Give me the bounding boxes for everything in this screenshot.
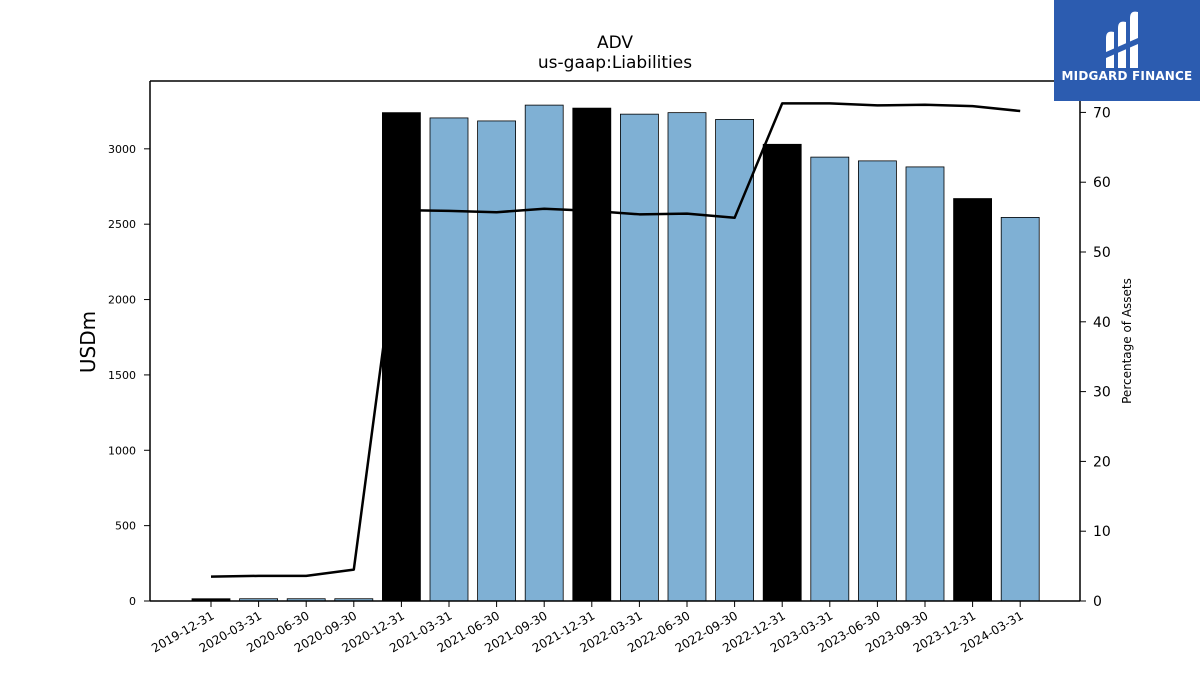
bar [1000,217,1040,602]
series-line [210,102,1021,578]
logo-icon [1106,11,1138,69]
bar [572,107,612,602]
y2-tick-label: 40 [1093,315,1111,331]
y-axis-label: USDm [76,311,100,373]
y2-tick-label: 10 [1093,524,1111,540]
y2-tick-label: 30 [1093,385,1111,401]
y2-tick-label: 50 [1093,245,1111,261]
y2-tick-label: 20 [1093,454,1111,470]
y-tick-label: 2000 [108,294,136,307]
y-tick-label: 1500 [108,369,136,382]
line-layer [210,102,1021,578]
bars-layer [191,104,1040,602]
y-tick-label: 0 [129,595,136,608]
y2-axis-label: Percentage of Assets [1120,278,1134,404]
bar [381,112,421,602]
bar [762,143,802,602]
y-tick-label: 500 [115,520,136,533]
y-tick-label: 2500 [108,218,136,231]
axes-layer [144,80,1086,607]
bar [524,104,564,602]
bar [667,112,707,602]
bar [715,119,754,602]
y2-tick-label: 0 [1093,594,1102,610]
y2-tick-label: 70 [1093,105,1111,121]
bar [620,113,659,602]
chart-title: ADV [597,33,633,53]
y-tick-label: 1000 [108,444,136,457]
bar [429,117,469,602]
y-tick-label: 3000 [108,143,136,156]
brand-logo: MIDGARD FINANCE [1054,0,1200,101]
bar [810,156,850,602]
bar [858,160,897,602]
bar [477,120,517,602]
y2-tick-label: 60 [1093,175,1111,191]
logo-text: MIDGARD FINANCE [1061,69,1193,83]
bar [905,166,945,602]
chart-subtitle: us-gaap:Liabilities [538,53,692,73]
bar [953,198,992,602]
